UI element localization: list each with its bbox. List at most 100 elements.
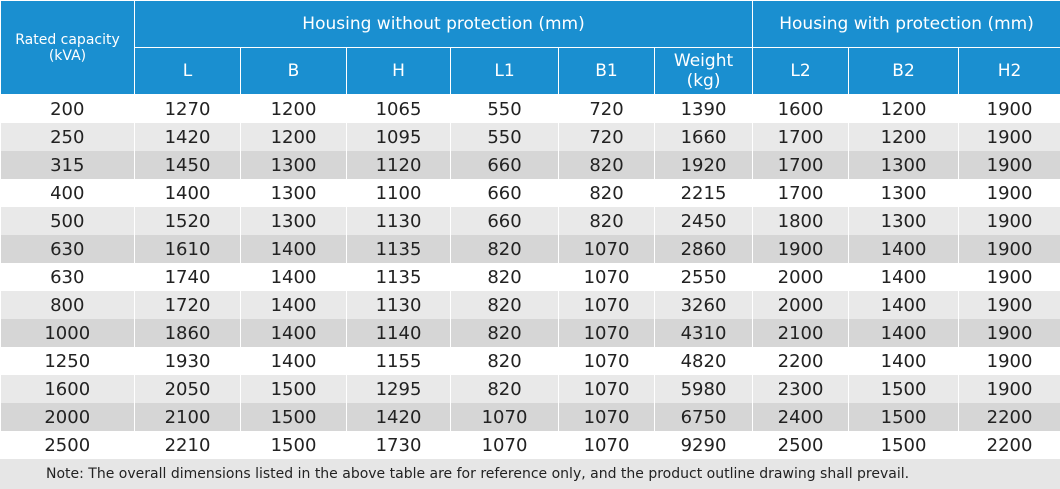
table-cell: 1130 — [347, 207, 451, 235]
table-cell: 1300 — [241, 207, 347, 235]
table-cell: 1900 — [959, 123, 1060, 151]
table-cell: 1500 — [241, 375, 347, 403]
table-cell: 2100 — [753, 319, 849, 347]
table-cell: 1065 — [347, 95, 451, 124]
capacity-cell: 400 — [1, 179, 135, 207]
footnote: Note: The overall dimensions listed in t… — [0, 459, 1060, 489]
table-cell: 2210 — [135, 431, 241, 459]
table-cell: 1400 — [849, 291, 959, 319]
table-cell: 1095 — [347, 123, 451, 151]
col-header-l2: L2 — [753, 48, 849, 95]
capacity-cell: 315 — [1, 151, 135, 179]
table-cell: 820 — [559, 207, 655, 235]
table-cell: 1070 — [451, 431, 559, 459]
table-cell: 1135 — [347, 235, 451, 263]
table-cell: 1130 — [347, 291, 451, 319]
col-header-weight: Weight (kg) — [655, 48, 753, 95]
table-cell: 1610 — [135, 235, 241, 263]
table-cell: 1200 — [849, 123, 959, 151]
table-cell: 1070 — [559, 403, 655, 431]
capacity-cell: 2500 — [1, 431, 135, 459]
table-cell: 1500 — [241, 403, 347, 431]
table-cell: 720 — [559, 123, 655, 151]
table-cell: 550 — [451, 123, 559, 151]
table-cell: 2100 — [135, 403, 241, 431]
table-cell: 2000 — [753, 263, 849, 291]
table-cell: 1300 — [849, 179, 959, 207]
table-cell: 1070 — [559, 375, 655, 403]
table-cell: 2300 — [753, 375, 849, 403]
table-cell: 1070 — [559, 263, 655, 291]
table-cell: 2000 — [753, 291, 849, 319]
col-header-h2: H2 — [959, 48, 1060, 95]
table-cell: 1420 — [135, 123, 241, 151]
table-cell: 820 — [559, 179, 655, 207]
table-cell: 1135 — [347, 263, 451, 291]
table-cell: 2400 — [753, 403, 849, 431]
capacity-cell: 2000 — [1, 403, 135, 431]
table-cell: 1070 — [559, 319, 655, 347]
table-cell: 9290 — [655, 431, 753, 459]
table-cell: 1900 — [959, 291, 1060, 319]
table-cell: 1070 — [559, 347, 655, 375]
capacity-cell: 630 — [1, 235, 135, 263]
table-cell: 1900 — [753, 235, 849, 263]
table-cell: 2200 — [959, 431, 1060, 459]
table-cell: 820 — [451, 347, 559, 375]
table-cell: 1140 — [347, 319, 451, 347]
table-cell: 1520 — [135, 207, 241, 235]
table-cell: 1900 — [959, 95, 1060, 124]
table-cell: 1500 — [849, 403, 959, 431]
table-cell: 1600 — [753, 95, 849, 124]
table-cell: 720 — [559, 95, 655, 124]
table-cell: 3260 — [655, 291, 753, 319]
table-cell: 1500 — [849, 375, 959, 403]
table-cell: 1720 — [135, 291, 241, 319]
table-cell: 1920 — [655, 151, 753, 179]
capacity-cell: 250 — [1, 123, 135, 151]
table-cell: 1300 — [849, 207, 959, 235]
table-cell: 1500 — [849, 431, 959, 459]
table-cell: 1200 — [241, 95, 347, 124]
table-cell: 5980 — [655, 375, 753, 403]
table-cell: 2215 — [655, 179, 753, 207]
table-cell: 1300 — [849, 151, 959, 179]
table-cell: 1400 — [241, 263, 347, 291]
table-cell: 1860 — [135, 319, 241, 347]
table-cell: 1900 — [959, 347, 1060, 375]
table-cell: 1900 — [959, 319, 1060, 347]
table-cell: 1400 — [241, 235, 347, 263]
table-cell: 1900 — [959, 151, 1060, 179]
table-cell: 820 — [451, 235, 559, 263]
table-cell: 660 — [451, 151, 559, 179]
table-cell: 1155 — [347, 347, 451, 375]
table-cell: 1200 — [241, 123, 347, 151]
group-header-without-protection: Housing without protection (mm) — [135, 1, 753, 48]
table-cell: 550 — [451, 95, 559, 124]
col-header-h: H — [347, 48, 451, 95]
capacity-cell: 1000 — [1, 319, 135, 347]
col-header-b1: B1 — [559, 48, 655, 95]
table-cell: 1270 — [135, 95, 241, 124]
table-cell: 2200 — [959, 403, 1060, 431]
table-cell: 1070 — [451, 403, 559, 431]
table-cell: 820 — [451, 319, 559, 347]
table-cell: 660 — [451, 207, 559, 235]
group-header-with-protection: Housing with protection (mm) — [753, 1, 1060, 48]
table-cell: 820 — [451, 375, 559, 403]
dimensions-table: Rated capacity (kVA) Housing without pro… — [0, 0, 1060, 459]
table-cell: 1420 — [347, 403, 451, 431]
table-cell: 2200 — [753, 347, 849, 375]
table-cell: 1700 — [753, 123, 849, 151]
table-cell: 1740 — [135, 263, 241, 291]
table-cell: 1070 — [559, 291, 655, 319]
